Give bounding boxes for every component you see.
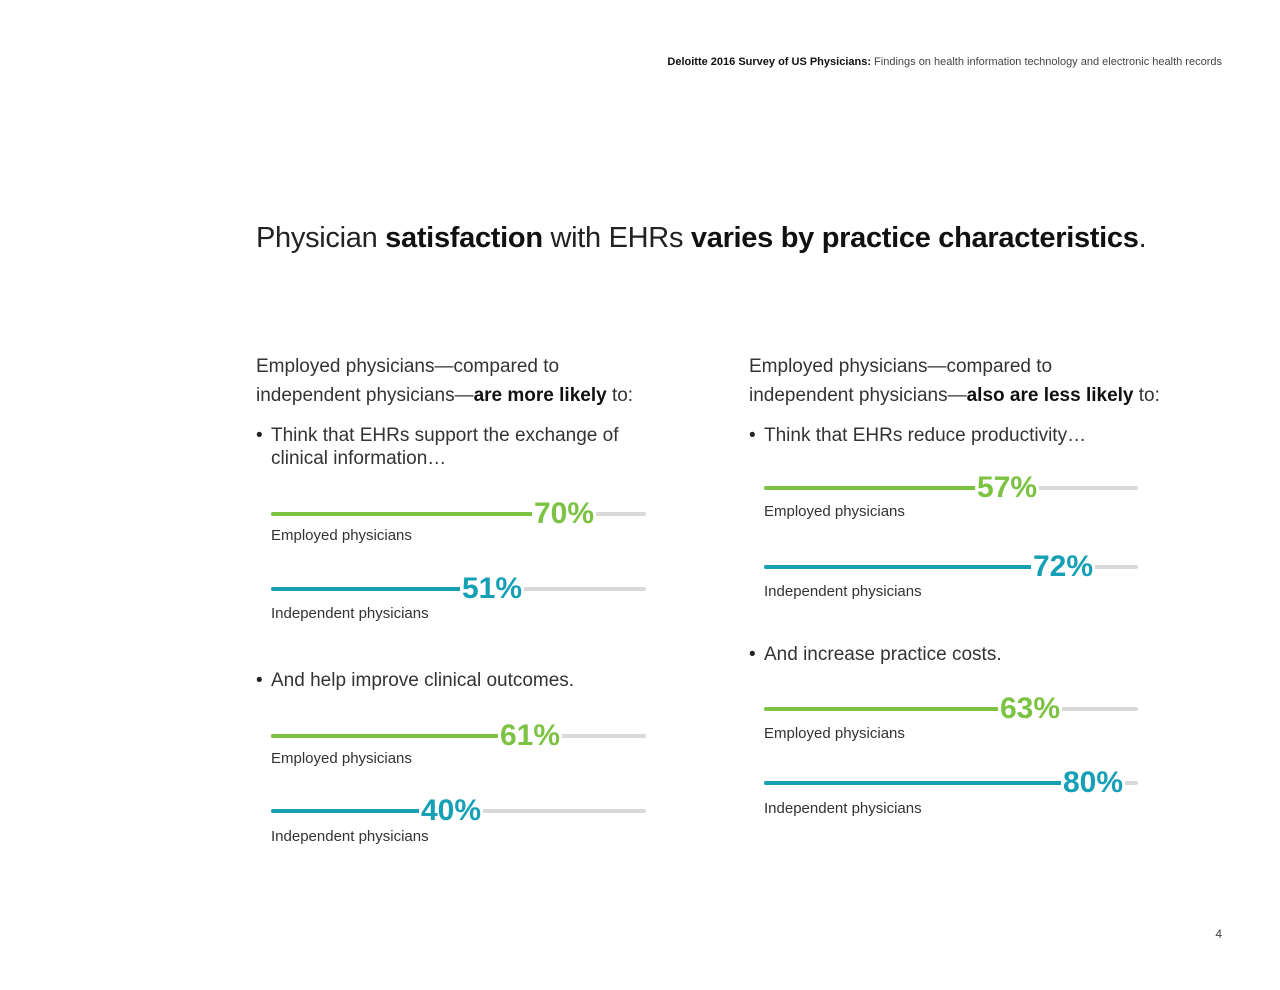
bar-fill <box>764 781 1063 785</box>
bar-fill <box>271 734 500 738</box>
left-intro-line1: Employed physicians—compared to <box>256 356 560 377</box>
bar-value: 63% <box>998 691 1063 727</box>
bar-left-1-employed: 70% <box>271 494 646 534</box>
bar-fill <box>271 587 462 591</box>
right-intro-line1: Employed physicians—compared to <box>749 356 1053 377</box>
bar-right-1-independent: 72% <box>764 547 1138 587</box>
bar-fill <box>271 512 534 516</box>
title-part-1: Physician <box>256 222 386 254</box>
right-bullet-productivity: Think that EHRs reduce productivity… <box>749 424 1164 447</box>
bar-right-2-employed: 63% <box>764 689 1138 729</box>
bar-label-employed: Employed physicians <box>271 750 412 767</box>
bar-value: 40% <box>419 793 484 829</box>
left-intro-line2: independent physicians—are more likely t… <box>256 385 634 406</box>
bar-label-employed: Employed physicians <box>764 503 905 520</box>
bar-value: 70% <box>532 496 597 532</box>
bar-label-independent: Independent physicians <box>271 605 429 622</box>
bar-fill <box>764 565 1033 569</box>
right-bullet-costs: And increase practice costs. <box>749 643 1164 666</box>
bar-left-2-employed: 61% <box>271 716 646 756</box>
bar-fill <box>764 707 1000 711</box>
bar-label-employed: Employed physicians <box>271 527 412 544</box>
title-part-2: satisfaction <box>385 222 543 254</box>
bar-value: 72% <box>1031 549 1096 585</box>
left-intro: Employed physicians—compared to independ… <box>256 352 676 410</box>
bar-right-1-employed: 57% <box>764 468 1138 508</box>
bar-fill <box>764 486 977 490</box>
title-part-5: . <box>1138 222 1147 254</box>
bar-label-independent: Independent physicians <box>764 583 922 600</box>
page-number: 4 <box>1215 927 1222 941</box>
left-bullet-outcomes: And help improve clinical outcomes. <box>256 669 651 692</box>
page-title: Physician satisfaction with EHRs varies … <box>256 222 1147 255</box>
bar-value: 80% <box>1061 765 1126 801</box>
bar-label-independent: Independent physicians <box>764 800 922 817</box>
right-intro-line2: independent physicians—also are less lik… <box>749 385 1160 406</box>
title-part-3: with EHRs <box>542 222 691 254</box>
bar-value: 61% <box>498 718 563 754</box>
header-subtitle: Findings on health information technolog… <box>871 56 1222 68</box>
page-header: Deloitte 2016 Survey of US Physicians: F… <box>667 56 1222 68</box>
bar-right-2-independent: 80% <box>764 763 1138 803</box>
bar-value: 51% <box>460 571 525 607</box>
bar-left-1-independent: 51% <box>271 569 646 609</box>
bar-label-employed: Employed physicians <box>764 725 905 742</box>
bar-left-2-independent: 40% <box>271 791 646 831</box>
left-bullet-exchange: Think that EHRs support the exchange of … <box>256 424 651 470</box>
header-report-name: Deloitte 2016 Survey of US Physicians: <box>667 56 871 68</box>
bar-value: 57% <box>975 470 1040 506</box>
bar-label-independent: Independent physicians <box>271 828 429 845</box>
right-intro: Employed physicians—compared to independ… <box>749 352 1209 410</box>
bar-fill <box>271 809 421 813</box>
title-part-4: varies by practice characteristics <box>690 222 1139 254</box>
